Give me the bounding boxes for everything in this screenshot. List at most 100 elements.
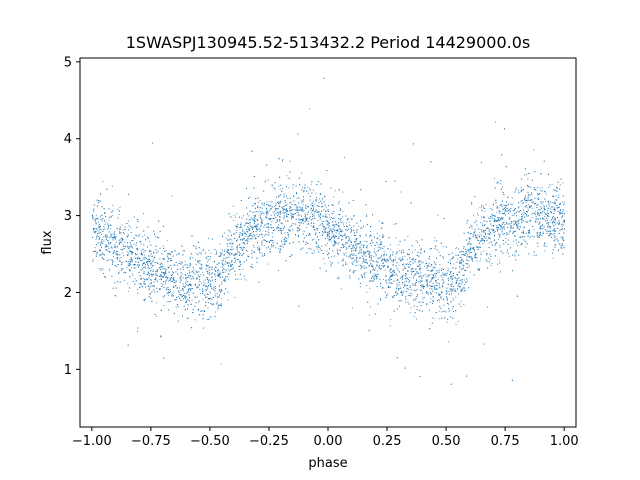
data-point xyxy=(404,255,406,257)
data-point xyxy=(347,256,349,258)
data-point xyxy=(204,279,206,281)
data-point xyxy=(344,261,346,263)
data-point xyxy=(429,301,431,303)
data-point xyxy=(532,207,534,209)
data-point xyxy=(553,189,555,191)
data-point xyxy=(473,274,475,276)
data-point xyxy=(538,194,540,195)
data-point xyxy=(554,211,556,213)
data-point xyxy=(389,244,391,246)
data-point xyxy=(359,241,361,242)
data-point xyxy=(459,260,461,262)
data-point xyxy=(320,223,322,225)
data-point xyxy=(254,235,256,237)
data-point xyxy=(219,273,221,275)
data-point xyxy=(436,288,438,290)
data-point xyxy=(245,279,247,281)
data-point xyxy=(225,271,227,273)
data-point xyxy=(160,265,162,267)
data-point xyxy=(96,218,98,220)
data-point xyxy=(205,290,207,292)
data-point xyxy=(93,228,94,230)
data-point xyxy=(561,228,563,230)
data-point xyxy=(412,277,414,279)
data-point xyxy=(397,278,398,280)
data-point xyxy=(390,255,391,257)
data-point xyxy=(497,229,499,230)
data-point xyxy=(132,240,134,242)
data-point xyxy=(269,201,271,203)
data-point xyxy=(546,233,548,235)
data-point xyxy=(162,245,164,247)
data-point xyxy=(301,206,303,208)
data-point xyxy=(408,295,410,297)
data-point xyxy=(353,215,355,217)
data-point xyxy=(156,269,158,270)
data-point xyxy=(479,235,481,237)
data-point xyxy=(319,246,321,248)
data-point xyxy=(461,280,463,282)
data-point xyxy=(494,231,496,232)
data-point xyxy=(554,246,556,248)
data-point xyxy=(108,216,110,218)
data-point xyxy=(502,252,504,254)
data-point xyxy=(210,280,212,282)
data-point xyxy=(170,275,172,277)
data-point xyxy=(180,263,182,265)
data-point xyxy=(234,296,236,298)
data-point xyxy=(92,258,94,260)
data-point xyxy=(130,263,131,265)
data-point xyxy=(106,188,108,190)
data-point xyxy=(446,292,448,294)
data-point xyxy=(350,231,352,233)
data-point xyxy=(454,288,456,290)
data-point xyxy=(143,251,145,253)
data-point xyxy=(149,261,151,263)
data-point xyxy=(537,204,539,206)
data-point xyxy=(466,259,468,261)
data-point xyxy=(387,266,389,268)
data-point xyxy=(398,250,400,252)
data-point xyxy=(242,239,244,241)
data-point xyxy=(209,272,211,274)
data-point xyxy=(202,289,204,291)
data-point xyxy=(354,248,356,250)
data-point xyxy=(112,252,114,254)
data-point xyxy=(325,220,327,222)
data-point xyxy=(133,243,135,245)
data-point xyxy=(551,222,553,223)
data-point xyxy=(240,247,242,249)
data-point xyxy=(208,259,209,261)
data-point xyxy=(518,222,520,224)
data-point xyxy=(548,186,550,188)
data-point xyxy=(513,222,515,224)
data-point xyxy=(450,263,452,265)
data-point xyxy=(345,215,347,217)
data-point xyxy=(342,258,344,260)
data-point xyxy=(127,264,129,266)
data-point xyxy=(152,274,154,276)
data-point xyxy=(415,240,417,242)
data-point xyxy=(283,241,285,243)
data-point xyxy=(442,277,444,279)
data-point xyxy=(284,200,286,201)
data-point xyxy=(252,234,254,236)
data-point xyxy=(304,221,306,223)
data-point xyxy=(221,259,223,261)
data-point xyxy=(529,232,531,234)
data-point xyxy=(119,226,121,228)
data-point xyxy=(182,254,184,256)
data-point xyxy=(496,227,498,229)
data-point xyxy=(147,259,149,260)
data-point xyxy=(435,288,437,290)
data-point xyxy=(390,249,391,251)
data-point xyxy=(547,207,549,209)
data-point xyxy=(134,237,135,239)
data-point xyxy=(451,281,453,283)
data-point xyxy=(95,238,97,240)
data-point xyxy=(202,292,204,294)
data-point xyxy=(263,245,265,247)
data-point xyxy=(464,284,466,285)
data-point xyxy=(123,279,125,281)
data-point xyxy=(427,293,429,295)
